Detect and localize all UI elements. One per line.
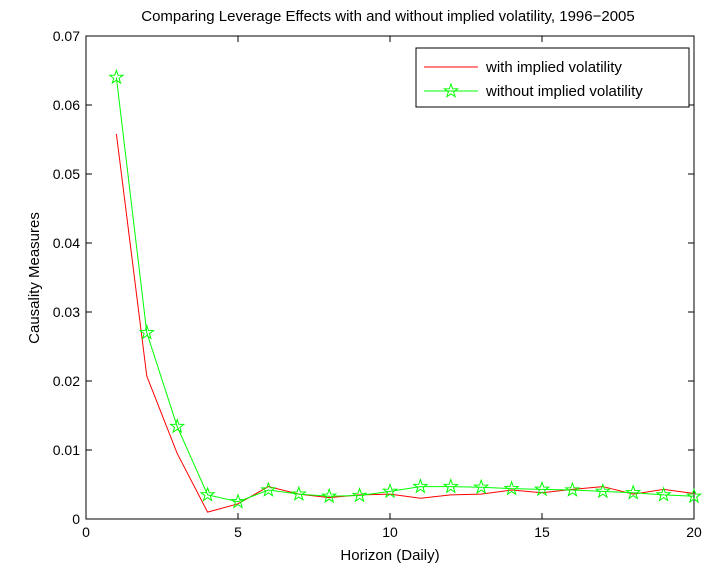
- data-point: [564, 481, 581, 497]
- y-tick-label: 0.05: [53, 166, 80, 182]
- plot-area: [85, 35, 695, 520]
- x-tick-label: 20: [686, 524, 702, 540]
- x-tick-label: 0: [82, 524, 90, 540]
- series-1: [115, 133, 695, 513]
- legend: with implied volatility without implied v…: [415, 47, 690, 108]
- data-point: [473, 478, 490, 495]
- data-point: [655, 486, 672, 502]
- data-point: [169, 418, 186, 434]
- y-tick-label: 0.04: [53, 235, 80, 251]
- y-tick-label: 0.03: [53, 304, 80, 320]
- data-point: [381, 482, 399, 499]
- series-line: [115, 77, 695, 503]
- data-point: [260, 481, 277, 497]
- y-tick-label: 0.02: [53, 373, 80, 389]
- data-point: [503, 480, 520, 496]
- data-point: [533, 480, 551, 497]
- legend-entry: without implied volatility: [485, 83, 643, 100]
- data-point: [229, 493, 247, 509]
- x-tick-label: 15: [534, 524, 550, 540]
- data-point: [138, 324, 155, 340]
- legend-entry: with implied volatility: [485, 59, 622, 76]
- series-layer: [108, 68, 703, 513]
- y-tick-label: 0: [72, 511, 80, 527]
- data-point: [290, 485, 307, 502]
- axis-ticks: [85, 35, 695, 520]
- x-axis-label: Horizon (Daily): [340, 547, 439, 564]
- y-tick-label: 0.01: [53, 442, 80, 458]
- y-tick-label: 0.07: [53, 28, 80, 44]
- y-axis-label: Causality Measures: [26, 212, 43, 344]
- data-point: [321, 487, 338, 504]
- data-point: [442, 478, 459, 494]
- data-point: [412, 478, 429, 494]
- series-line: [115, 133, 695, 513]
- axis-tick-labels: 0 5 10 15 20 0 0.01 0.02 0.03 0.04 0.05 0.06 0.07: [53, 28, 702, 540]
- series-2: [108, 68, 703, 509]
- chart-title: Comparing Leverage Effects with and with…: [141, 8, 634, 25]
- x-tick-label: 5: [234, 524, 242, 540]
- data-point: [108, 68, 125, 85]
- data-point: [685, 487, 703, 504]
- legend-swatch-marker: [442, 82, 460, 98]
- data-point: [625, 484, 642, 500]
- legend-box: [415, 47, 690, 108]
- x-tick-label: 10: [382, 524, 398, 540]
- data-point: [351, 487, 368, 503]
- data-point: [594, 482, 611, 499]
- data-point: [199, 486, 216, 502]
- y-tick-label: 0.06: [53, 97, 80, 113]
